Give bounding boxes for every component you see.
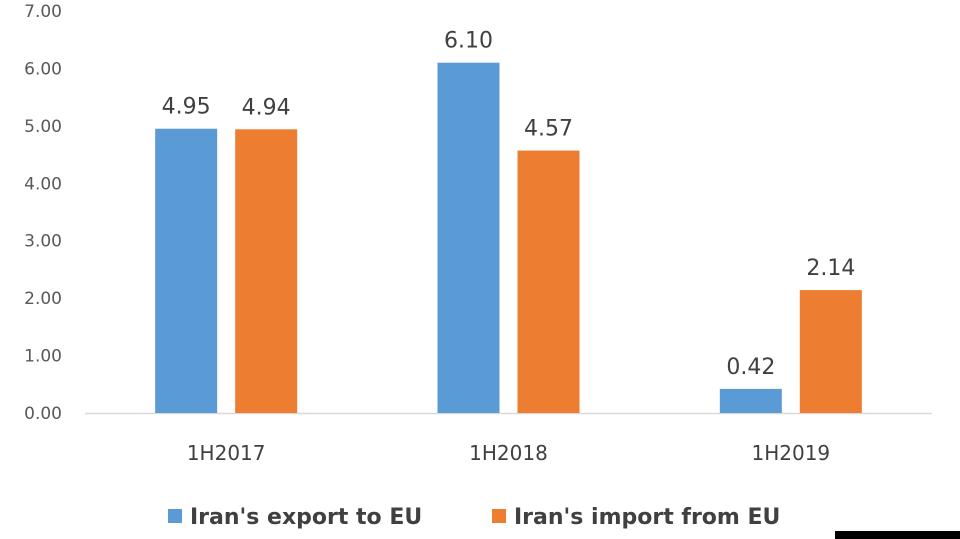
category-label: 1H2017 xyxy=(187,441,266,465)
y-axis-ticks: 0.00 1.00 2.00 3.00 4.00 5.00 6.00 7.00 xyxy=(24,2,62,424)
y-tick-label: 0.00 xyxy=(24,404,62,424)
corner-bar xyxy=(835,531,960,539)
legend-swatch xyxy=(168,509,182,523)
y-tick-label: 3.00 xyxy=(24,232,62,252)
legend-label: Iran's export to EU xyxy=(190,505,422,530)
category-label: 1H2018 xyxy=(469,441,548,465)
data-label: 4.95 xyxy=(162,95,211,120)
data-label: 4.94 xyxy=(242,95,291,120)
data-label: 6.10 xyxy=(444,29,493,54)
data-label: 0.42 xyxy=(726,355,775,380)
legend: Iran's export to EU Iran's import from EU xyxy=(168,505,780,530)
legend-label: Iran's import from EU xyxy=(514,505,780,530)
legend-swatch xyxy=(492,509,506,523)
y-tick-label: 2.00 xyxy=(24,289,62,309)
bar xyxy=(437,62,500,413)
bar xyxy=(719,388,782,413)
category-labels: 1H2017 1H2018 1H2019 xyxy=(187,441,830,465)
y-tick-label: 4.00 xyxy=(24,174,62,194)
y-tick-label: 1.00 xyxy=(24,347,62,367)
category-label: 1H2019 xyxy=(751,441,830,465)
data-labels: 4.95 4.94 6.10 4.57 0.42 2.14 xyxy=(162,29,856,380)
bar xyxy=(235,129,298,413)
bars xyxy=(155,62,862,413)
bar xyxy=(799,290,862,413)
data-label: 2.14 xyxy=(806,256,855,281)
y-tick-label: 6.00 xyxy=(24,59,62,79)
y-tick-label: 7.00 xyxy=(24,2,62,22)
bar xyxy=(517,150,580,413)
data-label: 4.57 xyxy=(524,117,573,142)
y-tick-label: 5.00 xyxy=(24,117,62,137)
bar xyxy=(155,128,218,413)
